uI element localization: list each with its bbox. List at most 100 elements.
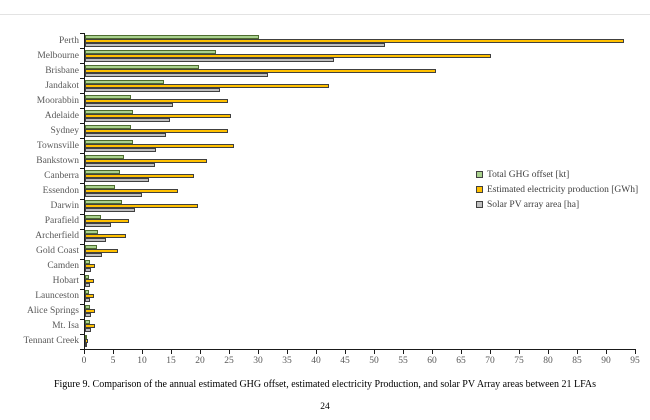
category-label: Moorabbin: [36, 95, 79, 106]
y-axis-tick: [80, 244, 84, 245]
x-tick-label: 85: [572, 356, 582, 366]
bar-electricity-production: [85, 158, 208, 163]
y-axis-tick: [80, 63, 84, 64]
y-axis-tick: [80, 289, 84, 290]
y-axis-tick: [80, 349, 84, 350]
y-axis-tick: [80, 93, 84, 94]
category-label: Melbourne: [37, 50, 79, 61]
category-label: Jandakot: [45, 80, 79, 91]
bar-electricity-production: [85, 98, 228, 103]
bar-electricity-production: [85, 128, 229, 133]
legend-item-ghg-offset: Total GHG offset [kt]: [476, 167, 638, 182]
legend-swatch-pv-array-area: [476, 201, 483, 208]
x-tick-label: 95: [630, 356, 640, 366]
page-top-rule: [0, 14, 650, 15]
bar-pv-array-area: [85, 147, 156, 152]
bar-pv-array-area: [85, 238, 106, 243]
bar-ghg-offset: [85, 169, 121, 174]
bar-electricity-production: [85, 204, 199, 209]
category-label: Bankstown: [36, 155, 79, 166]
bar-ghg-offset: [85, 139, 133, 144]
bar-ghg-offset: [85, 290, 90, 295]
x-axis-tick: [200, 350, 201, 354]
bar-electricity-production: [85, 219, 129, 224]
category-label: Alice Springs: [27, 306, 79, 317]
bar-ghg-offset: [85, 275, 90, 280]
bar-electricity-production: [85, 53, 491, 58]
bar-pv-array-area: [85, 298, 91, 303]
category-label: Canberra: [44, 170, 79, 181]
x-axis-tick: [113, 350, 114, 354]
bar-pv-array-area: [85, 313, 91, 318]
x-tick-label: 45: [340, 356, 350, 366]
bar-pv-array-area: [85, 177, 150, 182]
legend-swatch-electricity-production: [476, 186, 483, 193]
x-axis-tick: [490, 350, 491, 354]
bar-ghg-offset: [85, 335, 87, 340]
bar-pv-array-area: [85, 42, 385, 47]
bar-electricity-production: [85, 173, 195, 178]
category-label: Launceston: [35, 291, 79, 302]
bar-electricity-production: [85, 83, 329, 88]
bar-pv-array-area: [85, 87, 220, 92]
bar-ghg-offset: [85, 305, 90, 310]
category-label: Tennant Creek: [23, 336, 79, 347]
bar-pv-array-area: [85, 208, 136, 213]
bar-pv-array-area: [85, 343, 87, 348]
bar-ghg-offset: [85, 34, 259, 39]
x-tick-label: 10: [137, 356, 147, 366]
x-axis-tick: [606, 350, 607, 354]
x-axis-tick: [461, 350, 462, 354]
legend-item-electricity-production: Estimated electricity production [GWh]: [476, 182, 638, 197]
x-axis-tick: [258, 350, 259, 354]
x-axis-tick: [316, 350, 317, 354]
y-axis-tick: [80, 229, 84, 230]
x-tick-label: 30: [253, 356, 263, 366]
bar-electricity-production: [85, 324, 95, 329]
category-label: Brisbane: [45, 65, 79, 76]
bar-electricity-production: [85, 68, 436, 73]
bar-ghg-offset: [85, 245, 97, 250]
bar-electricity-production: [85, 113, 231, 118]
bar-ghg-offset: [85, 230, 99, 235]
legend-item-pv-array-area: Solar PV array area [ha]: [476, 197, 638, 212]
y-axis-tick: [80, 123, 84, 124]
legend-label: Total GHG offset [kt]: [487, 169, 570, 180]
x-tick-label: 80: [543, 356, 553, 366]
bar-ghg-offset: [85, 109, 133, 114]
category-label: Darwin: [50, 201, 80, 212]
y-axis-tick: [80, 183, 84, 184]
category-label: Adelaide: [44, 110, 79, 121]
bar-pv-array-area: [85, 102, 174, 107]
bar-electricity-production: [85, 234, 126, 239]
x-axis-tick: [345, 350, 346, 354]
x-tick-label: 70: [485, 356, 495, 366]
y-axis-tick: [80, 259, 84, 260]
x-axis-tick: [577, 350, 578, 354]
x-axis-tick: [142, 350, 143, 354]
y-axis-tick: [80, 214, 84, 215]
x-tick-label: 0: [81, 356, 87, 366]
x-tick-label: 75: [514, 356, 524, 366]
x-tick-label: 65: [456, 356, 466, 366]
bar-electricity-production: [85, 309, 95, 314]
bar-ghg-offset: [85, 260, 91, 265]
bar-ghg-offset: [85, 79, 164, 84]
bar-electricity-production: [85, 279, 94, 284]
x-axis-tick: [635, 350, 636, 354]
category-label: Mt. Isa: [52, 321, 79, 332]
x-axis-line: [84, 349, 636, 350]
category-label: Hobart: [52, 276, 79, 287]
x-tick-label: 50: [369, 356, 379, 366]
bar-electricity-production: [85, 294, 94, 299]
y-axis-tick: [80, 168, 84, 169]
category-label: Sydney: [50, 125, 80, 136]
category-label: Parafield: [44, 216, 79, 227]
bar-ghg-offset: [85, 94, 132, 99]
x-axis-tick: [287, 350, 288, 354]
bar-pv-array-area: [85, 268, 92, 273]
bar-pv-array-area: [85, 192, 142, 197]
legend-label: Solar PV array area [ha]: [487, 199, 580, 210]
x-tick-label: 40: [311, 356, 321, 366]
